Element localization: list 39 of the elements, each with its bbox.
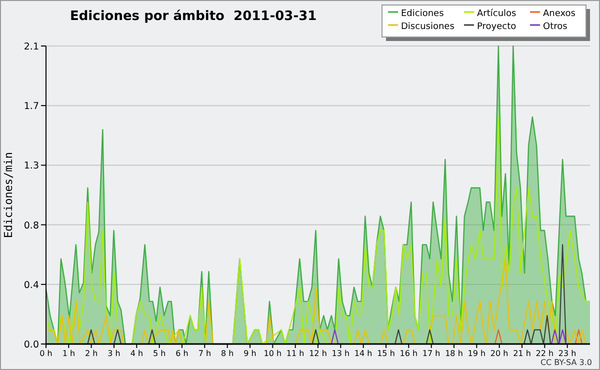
chart-title: Ediciones por ámbito 2011-03-31 [70,9,317,24]
x-tick-label: 12 h [309,349,327,358]
y-tick-label: 1.3 [24,160,39,172]
x-tick-label: 7 h [198,349,212,358]
y-tick-label: 1.7 [24,101,39,112]
legend-label: Discusiones [401,22,455,32]
x-tick-label: 3 h [108,349,120,358]
x-tick-label: 14 h [354,349,372,358]
x-tick-label: 2 h [84,349,98,358]
legend-label: Ediciones [401,9,444,19]
y-axis-title: Ediciones/min [2,152,15,238]
x-tick-label: 17 h [422,349,440,358]
y-tick-label: 0.0 [24,340,39,350]
x-tick-label: 11 h [286,349,304,358]
x-tick-label: 1 h [62,349,76,358]
x-tick-label: 5 h [152,349,166,358]
y-tick-label: 2.1 [24,42,39,52]
y-tick-label: 0.4 [24,280,39,291]
x-tick-label: 10 h [264,349,282,358]
x-tick-label: 6 h [176,349,188,358]
x-tick-label: 16 h [400,349,418,358]
x-tick-label: 4 h [130,349,144,358]
legend-label: Anexos [543,9,576,19]
y-tick-label: 0.8 [24,220,39,232]
x-tick-label: 22 h [536,349,554,358]
x-tick-label: 15 h [377,349,395,358]
x-tick-label: 8 h [220,349,234,358]
x-tick-label: 0 h [40,349,52,358]
x-tick-label: 23 h [558,349,576,358]
x-tick-label: 9 h [244,349,256,358]
x-tick-label: 21 h [513,349,531,358]
x-tick-label: 18 h [445,349,463,358]
x-tick-label: 13 h [332,349,350,358]
legend-label: Artículos [477,8,517,19]
x-tick-label: 20 h [490,349,508,358]
x-tick-label: 19 h [468,349,486,358]
legend-label: Proyecto [477,22,517,32]
legend-label: Otros [543,22,568,32]
text: CC BY-SA 3.0 [540,358,592,367]
